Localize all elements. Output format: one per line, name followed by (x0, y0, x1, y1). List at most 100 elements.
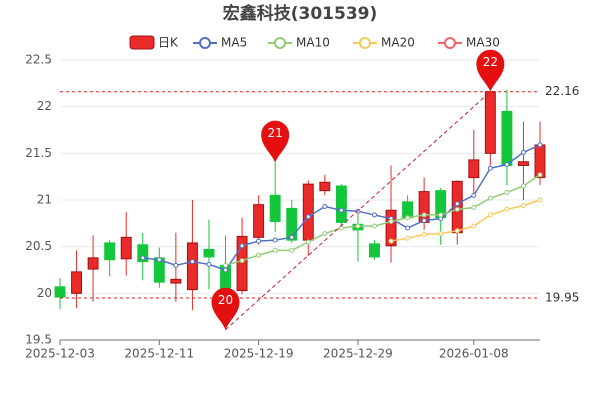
candle-body (319, 181, 331, 192)
ma-point (256, 252, 262, 258)
candle-body (418, 191, 430, 223)
pin (476, 49, 505, 92)
ma-point (487, 212, 493, 218)
ma-point (355, 223, 361, 229)
ma-point (272, 247, 278, 253)
ma-point (454, 206, 460, 212)
ma-point (520, 203, 526, 209)
ma-point (421, 212, 427, 218)
ma-point (305, 214, 311, 220)
ma-point (504, 162, 510, 168)
ma-point (256, 238, 262, 244)
ma-point (504, 190, 510, 196)
legend-marker (444, 37, 456, 49)
ma-point (421, 232, 427, 238)
candle-body (104, 242, 116, 261)
ma-point (239, 258, 245, 264)
ma-point (239, 243, 245, 249)
trend-line (225, 91, 491, 331)
y-tick-label: 21.5 (25, 146, 52, 160)
candle-body (236, 235, 248, 292)
candle-body (170, 278, 182, 284)
ma-point (487, 165, 493, 171)
ma-point (405, 215, 411, 221)
pin-label: 20 (218, 293, 233, 307)
y-tick-label: 20 (37, 286, 52, 300)
ma-point (471, 192, 477, 198)
ma-point (388, 238, 394, 244)
ma-point (223, 262, 229, 268)
ma-point (421, 218, 427, 224)
legend-label: 日K (158, 36, 179, 50)
ma-point (140, 255, 146, 261)
candle-body (468, 159, 480, 179)
ma-point (322, 204, 328, 210)
y-tick-label: 22 (37, 99, 52, 113)
ma-point (537, 172, 543, 178)
legend-label: MA20 (381, 36, 415, 50)
ma-point (537, 197, 543, 203)
ma-point (454, 228, 460, 234)
ma-point (173, 262, 179, 268)
ma-point (189, 259, 195, 265)
ma-point (504, 206, 510, 212)
ma-point (289, 247, 295, 253)
candle-body (335, 185, 347, 223)
ma-point (520, 183, 526, 189)
ma-point (206, 261, 212, 267)
x-tick-label: 2025-12-29 (323, 347, 393, 361)
ma-point (405, 225, 411, 231)
candle-body (120, 236, 132, 260)
ma-point (405, 235, 411, 241)
y-tick-label: 21 (37, 193, 52, 207)
x-tick-label: 2025-12-11 (124, 347, 194, 361)
legend-label: MA30 (466, 36, 500, 50)
ma-point (289, 234, 295, 240)
candle-body (484, 91, 496, 154)
legend-marker (274, 37, 286, 49)
ma-line (225, 174, 541, 267)
ma-point (537, 142, 543, 148)
ma-point (371, 223, 377, 229)
candle-body (253, 204, 265, 238)
candle-body (186, 242, 198, 291)
x-tick-label: 2026-01-08 (439, 347, 509, 361)
ma-point (520, 149, 526, 155)
candle-body (71, 271, 83, 294)
candle-body (302, 183, 314, 241)
legend-marker (199, 37, 211, 49)
mark-line-label: 19.95 (545, 291, 579, 305)
ma-point (438, 231, 444, 237)
pin (211, 287, 240, 330)
ma-point (338, 207, 344, 213)
pin-label: 21 (268, 126, 283, 140)
pin-label: 22 (483, 55, 498, 69)
x-tick-label: 2025-12-03 (25, 347, 95, 361)
candle-body (501, 110, 513, 166)
ma-point (322, 231, 328, 237)
candle-body (286, 207, 298, 241)
chart-title: 宏鑫科技(301539) (223, 3, 378, 24)
y-tick-label: 19.5 (25, 333, 52, 347)
ma-point (471, 204, 477, 210)
candle-body (369, 243, 380, 258)
ma-point (305, 239, 311, 245)
ma-point (388, 218, 394, 224)
legend-marker (359, 37, 371, 49)
candle-body (137, 244, 149, 263)
ma-point (438, 212, 444, 218)
legend-label: MA5 (221, 36, 247, 50)
ma-point (454, 201, 460, 207)
ma-point (156, 257, 162, 263)
ma-point (223, 267, 229, 273)
mark-line-label: 22.16 (545, 84, 579, 98)
y-tick-label: 22.5 (25, 53, 52, 67)
ma-point (471, 223, 477, 229)
ma-point (272, 237, 278, 243)
candle-body (87, 257, 99, 270)
legend-label: MA10 (296, 36, 330, 50)
candle-body (517, 161, 529, 166)
ma-point (371, 212, 377, 218)
candle-body (385, 209, 397, 247)
candle-body (54, 286, 66, 298)
